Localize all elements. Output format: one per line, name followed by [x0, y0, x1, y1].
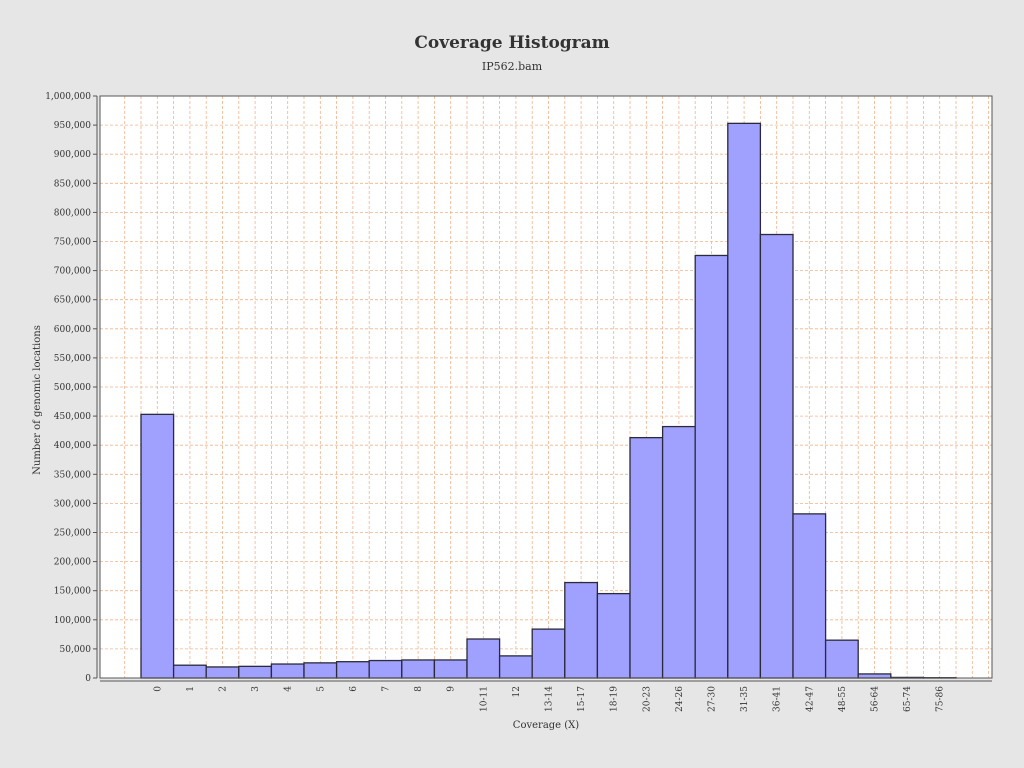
y-tick-label: 0	[85, 674, 91, 684]
x-tick-label: 65-74	[903, 686, 913, 712]
bar-5	[303, 662, 338, 679]
x-tick-label: 13-14	[545, 686, 555, 712]
x-tick-label: 0	[153, 686, 163, 692]
x-tick-label: 10-11	[479, 686, 489, 712]
y-tick-label: 800,000	[54, 208, 91, 218]
y-tick-label: 250,000	[54, 529, 91, 539]
bar-3	[238, 665, 273, 679]
x-tick-label: 2	[219, 686, 229, 692]
x-tick-label: 42-47	[805, 686, 815, 712]
y-tick-label: 900,000	[54, 150, 91, 160]
bar-6	[335, 661, 370, 679]
bar-48-55	[824, 639, 859, 679]
bar-20-23	[629, 436, 664, 679]
y-tick-label: 450,000	[54, 412, 91, 422]
x-tick-label: 36-41	[773, 686, 783, 712]
bar-4	[270, 663, 305, 679]
y-tick-label: 550,000	[54, 354, 91, 364]
x-tick-label: 7	[382, 686, 392, 692]
x-tick-label: 12	[512, 686, 522, 697]
y-tick-label: 200,000	[54, 558, 91, 568]
y-tick-label: 700,000	[54, 267, 91, 277]
y-tick-label: 400,000	[54, 441, 91, 451]
y-tick-label: 650,000	[54, 296, 91, 306]
bar-2	[205, 666, 240, 679]
x-tick-label: 5	[316, 686, 326, 692]
x-tick-label: 75-86	[936, 686, 946, 712]
x-tick-label: 8	[414, 686, 424, 692]
y-tick-label: 350,000	[54, 470, 91, 480]
y-tick-label: 50,000	[60, 645, 92, 655]
bar-layer	[140, 122, 957, 679]
x-axis-label: Coverage (X)	[513, 720, 580, 731]
bar-0	[140, 413, 175, 679]
x-tick-label: 56-64	[871, 686, 881, 712]
y-axis-label: Number of genomic locations	[32, 325, 43, 475]
x-tick-label: 15-17	[577, 686, 587, 712]
bar-31-35	[727, 122, 762, 679]
chart-title: Coverage Histogram	[414, 33, 609, 53]
x-tick-label: 9	[447, 686, 457, 692]
y-tick-label: 150,000	[54, 587, 91, 597]
bar-7	[368, 659, 403, 679]
chart-subtitle: IP562.bam	[482, 60, 543, 73]
bar-13-14	[531, 628, 566, 679]
y-tick-label: 100,000	[54, 616, 91, 626]
bar-24-26	[661, 425, 696, 679]
x-tick-label: 1	[186, 686, 196, 692]
x-tick-label: 3	[251, 686, 261, 692]
y-tick-layer: 0 50,000 100,000 150,000 200,000 250,000 300,0…	[45, 92, 97, 684]
bar-8	[401, 659, 436, 679]
x-tick-label: 24-26	[675, 686, 685, 712]
bar-56-64	[857, 673, 892, 679]
x-tick-label: 48-55	[838, 686, 848, 712]
bar-1	[172, 664, 207, 679]
y-tick-label: 850,000	[54, 179, 91, 189]
plot-border	[99, 95, 993, 679]
y-tick-label: 950,000	[54, 121, 91, 131]
x-tick-label: 6	[349, 686, 359, 692]
y-tick-label: 300,000	[54, 499, 91, 509]
bar-9	[433, 659, 468, 679]
bar-12	[498, 655, 533, 679]
y-tick-label: 750,000	[54, 238, 91, 248]
bar-18-19	[596, 592, 631, 679]
y-tick-label: 1,000,000	[45, 92, 91, 102]
bar-42-47	[792, 513, 827, 679]
x-tick-label: 27-30	[708, 686, 718, 712]
bar-10-11	[466, 638, 501, 679]
y-tick-label: 600,000	[54, 325, 91, 335]
bar-27-30	[694, 254, 729, 679]
x-tick-label: 20-23	[642, 686, 652, 712]
bar-36-41	[759, 233, 794, 679]
x-tick-label: 4	[284, 686, 294, 692]
x-tick-label: 18-19	[610, 686, 620, 712]
bar-15-17	[564, 581, 599, 679]
x-tick-label: 31-35	[740, 686, 750, 712]
y-tick-label: 500,000	[54, 383, 91, 393]
x-tick-layer: 0 1 2 3 4 5 6 7 8 9 10-11 12 13-14 15-17 18-19 20-23 24-…	[153, 686, 945, 712]
